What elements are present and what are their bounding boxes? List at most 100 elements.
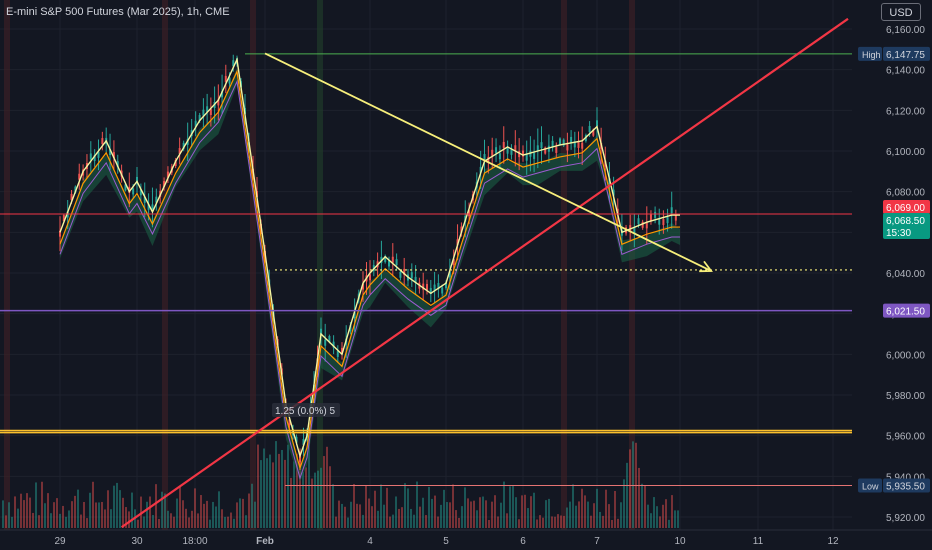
candle-body	[518, 151, 521, 158]
candle-body	[206, 106, 209, 113]
volume-bar	[611, 519, 613, 528]
volume-bar	[29, 497, 31, 528]
price-label-box	[883, 213, 930, 240]
volume-bar	[95, 502, 97, 528]
volume-bar	[446, 502, 448, 528]
price-label-box	[883, 200, 930, 215]
volume-bar	[665, 499, 667, 528]
volume-bar	[20, 493, 22, 528]
candle-body	[483, 154, 486, 161]
volume-bar	[53, 502, 55, 528]
candle-body	[151, 204, 154, 211]
trendlines	[120, 17, 849, 529]
volume-bar	[350, 501, 352, 528]
volume-bar	[431, 498, 433, 528]
volume-bar	[578, 501, 580, 528]
volume-bar	[80, 514, 82, 528]
candle-body	[403, 268, 406, 275]
volume-bar	[479, 497, 481, 528]
volume-bar	[653, 497, 655, 528]
volume-bar	[494, 495, 496, 528]
volume-bar	[380, 484, 382, 528]
price-tag-box	[858, 46, 882, 61]
volume-bar	[224, 516, 226, 528]
volume-bar	[581, 488, 583, 528]
candle-body	[399, 271, 402, 278]
candle-body	[74, 186, 77, 193]
price-line	[59, 57, 680, 459]
volume-bar	[245, 515, 247, 528]
ma-line-orange	[59, 69, 680, 471]
price-tag-name: High	[862, 50, 881, 60]
candle-body	[336, 350, 339, 357]
volume-bar	[509, 486, 511, 528]
candle-body	[460, 226, 463, 233]
volume-bar	[77, 489, 79, 528]
x-tick-label: 7	[594, 536, 600, 547]
volume-bar	[395, 496, 397, 528]
volume-bar	[314, 472, 316, 528]
volume-bar	[575, 505, 577, 528]
chart-title: E-mini S&P 500 Futures (Mar 2025), 1h, C…	[6, 6, 230, 18]
volume-bar	[230, 512, 232, 528]
y-tick-label: 5,980.00	[886, 391, 925, 402]
y-tick-label: 6,160.00	[886, 25, 925, 36]
candle-body	[547, 145, 550, 152]
volume-bar	[212, 501, 214, 528]
volume-bar	[146, 501, 148, 528]
candle-body	[544, 147, 547, 154]
currency-button[interactable]: USD	[881, 3, 921, 21]
volume-bar	[344, 506, 346, 528]
volume-bar	[65, 516, 67, 528]
session-line	[317, 0, 323, 530]
candle-body	[629, 225, 632, 232]
y-axis: 5,920.00 5,940.00 5,960.00 5,980.00 6,000.00…	[852, 0, 932, 530]
volume-bar	[629, 449, 631, 528]
candle-body	[429, 288, 432, 295]
volume-bar	[647, 504, 649, 528]
candle-body	[288, 419, 291, 426]
volume-bar	[185, 508, 187, 528]
volume-bar	[536, 519, 538, 528]
x-tick-label: 5	[443, 536, 449, 547]
price-label: 6,147.75	[886, 50, 925, 61]
volume-bar	[272, 462, 274, 528]
volume-bar	[122, 497, 124, 528]
volume-bar	[623, 479, 625, 528]
volume-bar	[59, 513, 61, 528]
volume-bar	[209, 519, 211, 528]
grid	[0, 0, 852, 530]
falling-trendline	[264, 52, 712, 272]
volume-bar	[644, 485, 646, 528]
volume-bar	[332, 484, 334, 528]
candle-body	[369, 274, 371, 281]
candle-body	[155, 196, 158, 203]
candle-body	[666, 217, 669, 224]
volume-bar	[473, 500, 475, 528]
price-series	[59, 57, 680, 480]
volume-bar	[62, 505, 64, 528]
volume-bar	[530, 496, 532, 528]
x-tick-label: 29	[54, 536, 66, 547]
candle-body	[202, 109, 205, 116]
volume-bar	[533, 492, 535, 528]
volume-bar	[158, 519, 160, 528]
volume-bar	[539, 515, 541, 528]
candle-body	[224, 75, 227, 82]
volume-bar	[416, 481, 418, 528]
volume-bar	[296, 453, 298, 528]
candles	[59, 54, 677, 470]
x-tick-label: 4	[367, 536, 373, 547]
volume-bar	[254, 501, 256, 528]
y-tick-label: 5,940.00	[886, 472, 925, 483]
volume-bar	[470, 501, 472, 528]
volume-bar	[497, 516, 499, 528]
volume-bar	[107, 490, 109, 528]
volume-bar	[584, 495, 586, 528]
y-axis-bg	[852, 0, 932, 530]
ma-cloud	[60, 67, 680, 482]
volume-bar	[386, 487, 388, 528]
volume-bar	[452, 484, 454, 528]
